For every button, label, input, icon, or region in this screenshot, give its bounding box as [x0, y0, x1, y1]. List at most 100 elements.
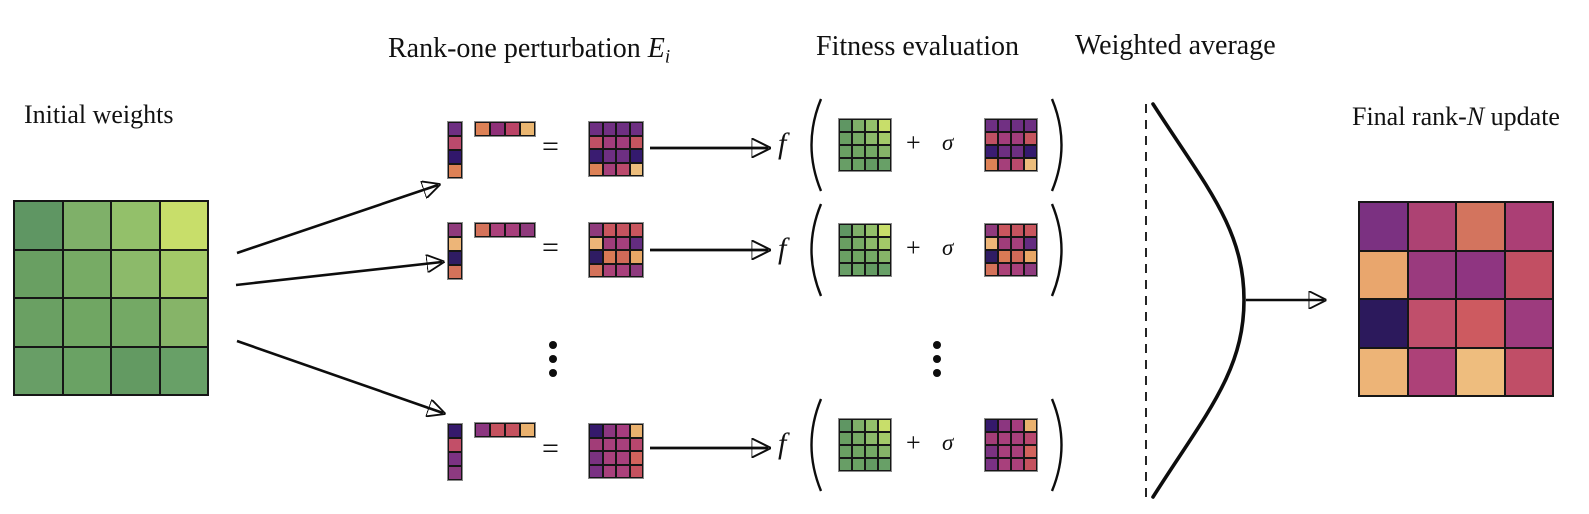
matrix-cell	[111, 201, 160, 250]
matrix-cell	[1024, 119, 1037, 132]
matrix-cell	[878, 250, 891, 263]
fitness-2-perturbation-matrix	[984, 223, 1038, 277]
matrix-cell	[589, 149, 603, 163]
matrix-cell	[1407, 250, 1456, 299]
perturbation-1-row-vector	[474, 121, 536, 137]
matrix-cell	[1456, 202, 1505, 251]
matrix-cell	[616, 437, 630, 451]
matrix-cell	[852, 145, 865, 158]
matrix-cell	[616, 162, 630, 176]
matrix-cell	[985, 237, 998, 250]
ellipsis-dot	[549, 341, 557, 349]
arrow-initial-to-perturbation-3	[236, 339, 443, 413]
matrix-cell	[878, 432, 891, 445]
matrix-cell	[602, 122, 616, 136]
matrix-cell	[589, 451, 603, 465]
matrix-cell	[448, 424, 462, 438]
matrix-cell	[1011, 250, 1024, 263]
matrix-cell	[1504, 299, 1553, 348]
paren-close-row-2	[1050, 203, 1063, 297]
matrix-cell	[1024, 419, 1037, 432]
matrix-cell	[998, 419, 1011, 432]
final-label-prefix: Final rank-	[1352, 102, 1467, 131]
matrix-cell	[865, 250, 878, 263]
matrix-cell	[1011, 445, 1024, 458]
matrix-cell	[589, 162, 603, 176]
matrix-cell	[616, 122, 630, 136]
final-update-label: Final rank-N update	[1352, 102, 1560, 132]
matrix-cell	[865, 224, 878, 237]
matrix-cell	[602, 250, 616, 264]
matrix-cell	[62, 298, 111, 347]
matrix-cell	[490, 423, 505, 437]
matrix-cell	[475, 423, 490, 437]
matrix-cell	[852, 458, 865, 471]
matrix-cell	[505, 223, 520, 237]
equals-sign-3: =	[542, 432, 559, 465]
rank-one-symbol: E	[647, 33, 665, 64]
matrix-cell	[852, 432, 865, 445]
matrix-cell	[839, 237, 852, 250]
matrix-cell	[448, 438, 462, 452]
matrix-cell	[839, 158, 852, 171]
matrix-cell	[1504, 250, 1553, 299]
matrix-cell	[839, 445, 852, 458]
matrix-cell	[985, 458, 998, 471]
matrix-cell	[1011, 158, 1024, 171]
matrix-cell	[1011, 132, 1024, 145]
ellipsis-dot	[933, 369, 941, 377]
matrix-cell	[1024, 145, 1037, 158]
paren-open-row-3	[810, 398, 823, 492]
vertical-ellipsis-right	[933, 341, 941, 377]
matrix-cell	[852, 119, 865, 132]
arrow-initial-to-perturbation-2	[235, 262, 442, 287]
matrix-cell	[985, 263, 998, 276]
matrix-cell	[1024, 158, 1037, 171]
matrix-cell	[589, 263, 603, 277]
matrix-cell	[616, 223, 630, 237]
matrix-cell	[839, 250, 852, 263]
matrix-cell	[1504, 202, 1553, 251]
matrix-cell	[475, 122, 490, 136]
perturbation-1-column-vector	[447, 121, 463, 179]
matrix-cell	[589, 135, 603, 149]
matrix-cell	[878, 119, 891, 132]
matrix-cell	[602, 149, 616, 163]
matrix-cell	[589, 223, 603, 237]
plus-sign-2: +	[906, 233, 921, 262]
fitness-1-weights-matrix	[838, 118, 892, 172]
matrix-cell	[852, 445, 865, 458]
matrix-cell	[629, 162, 643, 176]
matrix-cell	[865, 237, 878, 250]
matrix-cell	[1359, 299, 1408, 348]
matrix-cell	[448, 150, 462, 164]
paren-close-row-3	[1050, 398, 1063, 492]
matrix-cell	[448, 237, 462, 251]
matrix-cell	[865, 132, 878, 145]
matrix-cell	[1456, 347, 1505, 396]
ellipsis-dot	[549, 369, 557, 377]
matrix-cell	[589, 236, 603, 250]
rank-one-subscript: i	[664, 46, 671, 68]
matrix-cell	[985, 119, 998, 132]
matrix-cell	[852, 250, 865, 263]
matrix-cell	[865, 119, 878, 132]
matrix-cell	[985, 445, 998, 458]
matrix-cell	[852, 419, 865, 432]
matrix-cell	[839, 224, 852, 237]
matrix-cell	[998, 237, 1011, 250]
matrix-cell	[878, 224, 891, 237]
matrix-cell	[520, 223, 535, 237]
matrix-cell	[1359, 250, 1408, 299]
fitness-evaluation-label: Fitness evaluation	[816, 31, 1019, 62]
matrix-cell	[998, 263, 1011, 276]
matrix-cell	[616, 149, 630, 163]
matrix-cell	[616, 236, 630, 250]
matrix-cell	[602, 424, 616, 438]
matrix-cell	[602, 236, 616, 250]
perturbation-3-row-vector	[474, 422, 536, 438]
final-update-matrix	[1358, 201, 1554, 397]
matrix-cell	[448, 251, 462, 265]
matrix-cell	[1011, 119, 1024, 132]
